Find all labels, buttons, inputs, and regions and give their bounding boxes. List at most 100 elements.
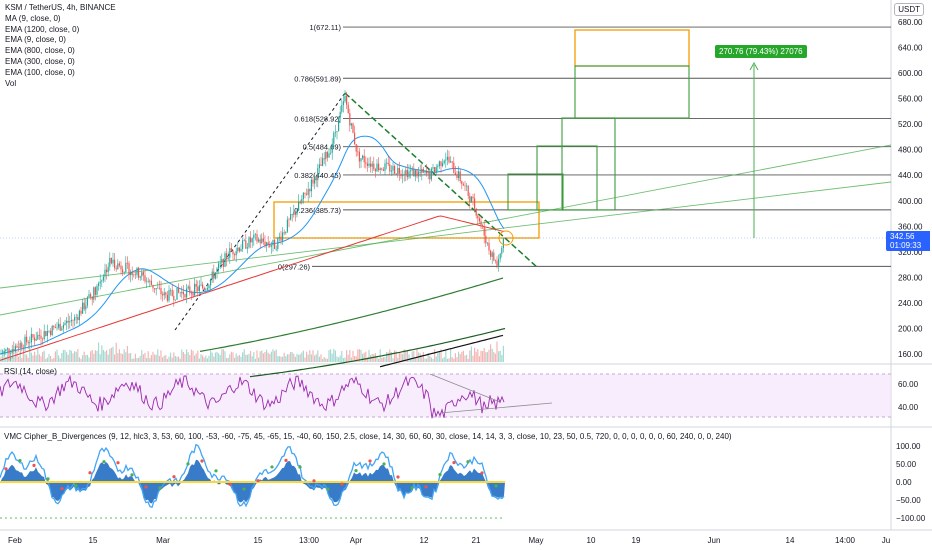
- volume-bar: [325, 358, 327, 362]
- currency-badge[interactable]: USDT: [894, 3, 924, 16]
- volume-bar: [320, 354, 322, 362]
- volume-bar: [402, 354, 404, 362]
- volume-bar: [96, 350, 98, 362]
- indicator-vol[interactable]: Vol: [5, 78, 17, 88]
- volume-bar: [482, 351, 484, 362]
- candle-body: [27, 341, 29, 344]
- volume-bar: [315, 354, 317, 362]
- candle-body: [186, 288, 188, 298]
- candle-body: [394, 165, 396, 174]
- candle-body: [435, 167, 437, 173]
- volume-bar: [262, 353, 264, 362]
- candle-body: [282, 232, 284, 241]
- candle-body: [450, 161, 452, 163]
- candle-body: [382, 169, 384, 171]
- candle-body: [275, 248, 277, 250]
- vmc-tick-label: 100.00: [896, 442, 921, 451]
- step-box: [561, 117, 616, 211]
- volume-bar: [66, 352, 68, 362]
- volume-bar: [154, 354, 156, 362]
- candle-body: [418, 171, 420, 177]
- candle-body: [501, 247, 503, 254]
- volume-bar: [141, 350, 143, 362]
- candle-body: [434, 167, 436, 173]
- time-tick-label: Ju: [882, 536, 890, 545]
- candle-body: [309, 189, 311, 192]
- candle-body: [115, 268, 117, 270]
- time-tick-label: 10: [587, 536, 596, 545]
- candle-body: [427, 171, 429, 174]
- candle-body: [0, 353, 2, 355]
- indicator-ema300[interactable]: EMA (300, close, 0): [5, 56, 75, 66]
- candle-body: [130, 271, 132, 276]
- candle-body: [411, 168, 413, 171]
- volume-bar: [21, 358, 23, 362]
- volume-bar: [421, 357, 423, 362]
- candle-body: [134, 274, 136, 276]
- volume-bar: [382, 357, 384, 362]
- volume-bar: [381, 357, 383, 362]
- symbol-title[interactable]: KSM / TetherUS, 4h, BINANCE: [5, 3, 116, 12]
- volume-bar: [77, 349, 79, 362]
- candle-body: [462, 184, 464, 186]
- volume-bar: [16, 349, 18, 362]
- volume-bar: [186, 349, 188, 362]
- price-tick-label: 560.00: [898, 95, 923, 104]
- candle-body: [392, 165, 394, 171]
- volume-bar: [477, 349, 479, 362]
- rsi-title[interactable]: RSI (14, close): [4, 367, 57, 376]
- target-label: 270.76 (79.43%) 27076: [715, 45, 807, 58]
- candle-body: [264, 241, 266, 246]
- candle-body: [72, 320, 74, 321]
- volume-bar: [451, 357, 453, 362]
- candle-body: [400, 173, 402, 177]
- indicator-ema800[interactable]: EMA (800, close, 0): [5, 46, 75, 56]
- candle-body: [222, 259, 224, 267]
- candle-body: [291, 214, 293, 215]
- volume-bar: [3, 351, 5, 362]
- indicator-ma9[interactable]: MA (9, close, 0): [5, 13, 61, 23]
- indicator-ema100[interactable]: EMA (100, close, 0): [5, 67, 75, 77]
- candle-body: [61, 328, 63, 331]
- candle-body: [251, 238, 253, 243]
- candle-body: [147, 280, 149, 282]
- volume-bar: [222, 349, 224, 362]
- candle-body: [387, 162, 389, 165]
- candle-body: [38, 334, 40, 336]
- candle-body: [483, 226, 485, 236]
- time-tick-label: 14: [786, 536, 795, 545]
- candle-body: [59, 323, 61, 331]
- vmc-signal-dot: [4, 467, 8, 471]
- candle-body: [189, 286, 191, 293]
- volume-bar: [290, 351, 292, 362]
- volume-bar: [157, 349, 159, 362]
- volume-bar: [328, 350, 330, 362]
- volume-bar: [94, 350, 96, 362]
- vmc-title[interactable]: VMC Cipher_B_Divergences (9, 12, hlc3, 3…: [4, 432, 732, 441]
- volume-bar: [424, 358, 426, 362]
- volume-bar: [115, 342, 117, 362]
- volume-bar: [362, 353, 364, 362]
- candle-body: [443, 160, 445, 164]
- indicator-ema1200[interactable]: EMA (1200, close, 0): [5, 24, 80, 34]
- time-tick-label: 15: [254, 536, 263, 545]
- volume-bar: [282, 356, 284, 362]
- volume-bar: [386, 351, 388, 362]
- candle-body: [438, 161, 440, 167]
- candle-body: [210, 278, 212, 286]
- vmc-signal-dot: [60, 487, 64, 491]
- candle-body: [213, 271, 215, 279]
- candle-body: [304, 192, 306, 194]
- candle-body: [152, 284, 154, 289]
- price-tick-label: 360.00: [898, 222, 923, 231]
- fib-levels: 1(672.11) 0.786(591.89) 0.618(528.92) 0.5(4…: [278, 23, 891, 271]
- candle-body: [278, 236, 280, 238]
- volume-bar: [360, 349, 362, 362]
- candle-body: [6, 348, 8, 350]
- candle-body: [98, 283, 100, 286]
- volume-bar: [416, 349, 418, 362]
- volume-bar: [302, 350, 304, 362]
- volume-bar: [234, 357, 236, 362]
- candle-body: [158, 287, 160, 289]
- indicator-ema9[interactable]: EMA (9, close, 0): [5, 35, 66, 45]
